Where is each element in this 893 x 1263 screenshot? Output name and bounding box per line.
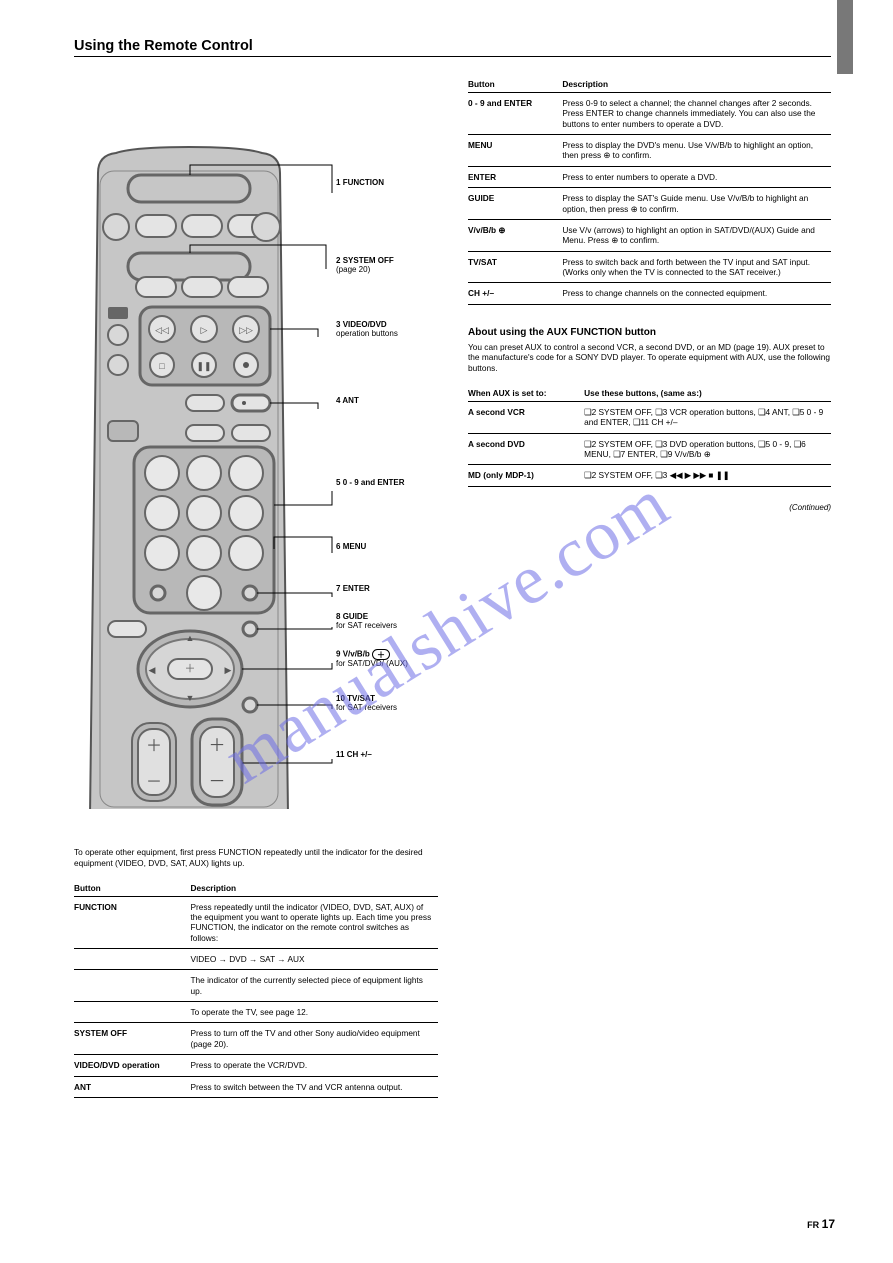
th-aux-use: Use these buttons, (same as:) (584, 384, 831, 402)
svg-text:＋: ＋ (146, 738, 162, 755)
cell: CH +/– (468, 283, 562, 304)
cell: 0 - 9 and ENTER (468, 93, 562, 135)
callout-2: 2 SYSTEM OFF(page 20) (336, 257, 394, 275)
svg-text:▶: ▶ (225, 665, 232, 675)
right-button-table: Button Description 0 - 9 and ENTERPress … (468, 75, 831, 305)
right-column: Button Description 0 - 9 and ENTERPress … (468, 75, 831, 1098)
th-desc: Description (190, 879, 438, 897)
svg-text:❚❚: ❚❚ (196, 361, 211, 372)
cell: FUNCTION (74, 896, 190, 948)
callout-4: 4 ANT (336, 397, 359, 406)
cell (74, 970, 190, 1002)
cell: Use V/v (arrows) to highlight an option … (562, 219, 831, 251)
cell: SYSTEM OFF (74, 1023, 190, 1055)
cell: Press to switch back and forth between t… (562, 251, 831, 283)
manual-page: Using the Remote Control (0, 0, 893, 1263)
callout-1: 1 FUNCTION (336, 179, 384, 188)
page-number: FR 17 (807, 1217, 835, 1231)
cell: A second DVD (468, 433, 584, 465)
svg-text:▷: ▷ (201, 325, 208, 335)
cell: Press to change channels on the connecte… (562, 283, 831, 304)
th-aux-set: When AUX is set to: (468, 384, 584, 402)
cell: Press to switch between the TV and VCR a… (190, 1076, 438, 1097)
svg-text:＋: ＋ (209, 736, 226, 755)
svg-text:□: □ (159, 361, 165, 371)
th-button: Button (468, 75, 562, 93)
cell: Press 0-9 to select a channel; the chann… (562, 93, 831, 135)
cell: ❑2 SYSTEM OFF, ❑3 ◀◀ ▶ ▶▶ ■ ❚❚ (584, 465, 831, 486)
cell: A second VCR (468, 402, 584, 434)
th-desc: Description (562, 75, 831, 93)
callout-5: 5 0 - 9 and ENTER (336, 479, 404, 488)
aux-heading: About using the AUX FUNCTION button (468, 327, 831, 338)
svg-text:▷▷: ▷▷ (239, 325, 253, 335)
cell: V/v/B/b ⊕ (468, 219, 562, 251)
aux-lead: You can preset AUX to control a second V… (468, 342, 831, 374)
left-intro-text: To operate other equipment, first press … (74, 847, 438, 869)
cell (74, 1002, 190, 1023)
callout-11: 11 CH +/– (336, 751, 372, 760)
callout-9: 9 V/v/B/b ＋for SAT/DVD/ (AUX) (336, 649, 408, 669)
cell: GUIDE (468, 188, 562, 220)
svg-text:◀: ◀ (149, 665, 156, 675)
cell: The indicator of the currently selected … (190, 970, 438, 1002)
svg-text:◁◁: ◁◁ (155, 325, 169, 335)
aux-table: When AUX is set to: Use these buttons, (… (468, 384, 831, 487)
remote-diagram: ◁◁ ▷ ▷▷ □ ❚❚ (74, 75, 438, 809)
cell: ENTER (468, 166, 562, 187)
cell: Press to enter numbers to operate a DVD. (562, 166, 831, 187)
page-edge-tab (837, 0, 853, 74)
cell: TV/SAT (468, 251, 562, 283)
title-rule (74, 56, 831, 57)
cell: Press to display the SAT's Guide menu. U… (562, 188, 831, 220)
continued-label: (Continued) (468, 503, 831, 512)
callout-7: 7 ENTER (336, 585, 370, 594)
svg-text:▲: ▲ (186, 633, 195, 643)
svg-text:▼: ▼ (186, 693, 195, 703)
cell: VIDEO/DVD operation (74, 1055, 190, 1076)
callout-8: 8 GUIDEfor SAT receivers (336, 613, 397, 631)
cell: To operate the TV, see page 12. (190, 1002, 438, 1023)
svg-text:－: － (209, 772, 226, 791)
cell: Press repeatedly until the indicator (VI… (190, 896, 438, 948)
left-column: ◁◁ ▷ ▷▷ □ ❚❚ (74, 75, 438, 1098)
cell: ANT (74, 1076, 190, 1097)
cell: Press to display the DVD's menu. Use V/v… (562, 135, 831, 167)
callout-3: 3 VIDEO/DVDoperation buttons (336, 321, 398, 339)
callout-10: 10 TV/SATfor SAT receivers (336, 695, 397, 713)
callout-6: 6 MENU (336, 543, 366, 552)
content-columns: ◁◁ ▷ ▷▷ □ ❚❚ (74, 75, 831, 1098)
svg-text:＋: ＋ (185, 663, 196, 675)
cell (74, 949, 190, 970)
cell: ❑2 SYSTEM OFF, ❑3 VCR operation buttons,… (584, 402, 831, 434)
svg-text:－: － (146, 774, 162, 791)
cell: VIDEO → DVD → SAT → AUX (190, 949, 438, 970)
cell: ❑2 SYSTEM OFF, ❑3 DVD operation buttons,… (584, 433, 831, 465)
cell: Press to turn off the TV and other Sony … (190, 1023, 438, 1055)
cell: MENU (468, 135, 562, 167)
cell: MD (only MDP-1) (468, 465, 584, 486)
th-button: Button (74, 879, 190, 897)
cell: Press to operate the VCR/DVD. (190, 1055, 438, 1076)
page-title: Using the Remote Control (74, 38, 831, 54)
left-button-table: Button Description FUNCTIONPress repeate… (74, 879, 438, 1098)
